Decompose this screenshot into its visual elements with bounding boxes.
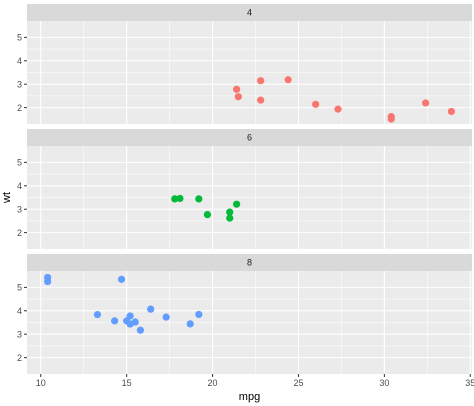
- data-point: [93, 310, 102, 319]
- y-tick-label: 2: [17, 103, 22, 113]
- x-tick-label: 10: [36, 378, 46, 388]
- facet-panel-6: 6: [27, 129, 472, 249]
- facet-strip: [27, 4, 472, 21]
- y-tick-label: 5: [17, 283, 22, 293]
- x-tick-label: 15: [122, 378, 132, 388]
- data-point: [162, 313, 170, 321]
- y-tick-label: 4: [17, 181, 22, 191]
- y-tick-label: 4: [17, 306, 22, 316]
- data-point: [257, 77, 265, 85]
- data-point: [171, 195, 179, 203]
- data-point: [233, 85, 241, 93]
- data-point: [387, 115, 395, 123]
- data-point: [117, 275, 126, 283]
- data-point: [147, 305, 155, 313]
- facet-panel-8: 8: [27, 254, 472, 374]
- series-4-points: [233, 76, 455, 123]
- data-point: [334, 105, 342, 113]
- x-tick-label: 35: [465, 378, 474, 388]
- data-point: [234, 93, 242, 101]
- facet-strip-label: 8: [247, 258, 252, 268]
- series-8-points: [44, 273, 203, 334]
- data-point: [422, 99, 430, 107]
- data-point: [203, 210, 212, 219]
- x-axis-title: mpg: [239, 391, 260, 403]
- y-tick-label: 5: [17, 33, 22, 43]
- x-tick-label: 20: [208, 378, 218, 388]
- data-point: [257, 96, 265, 104]
- data-point: [447, 107, 455, 116]
- facet-panels: 4 6 8: [27, 4, 472, 374]
- data-point: [44, 273, 52, 282]
- facet-strip: [27, 254, 472, 271]
- axes: 2 3 4 5 2 3 4 5 2 3 4 5 10 15 20 25 30 35: [17, 33, 474, 388]
- data-point: [195, 310, 203, 319]
- y-tick-label: 5: [17, 158, 22, 168]
- data-point: [123, 317, 131, 325]
- x-tick-label: 30: [379, 378, 389, 388]
- y-tick-label: 2: [17, 228, 22, 238]
- y-tick-label: 3: [17, 329, 22, 339]
- y-tick-label: 4: [17, 56, 22, 66]
- data-point: [312, 100, 320, 108]
- data-point: [111, 317, 119, 325]
- data-point: [226, 208, 234, 216]
- data-point: [226, 214, 234, 222]
- facet-strip-label: 4: [247, 8, 252, 18]
- data-point: [233, 200, 241, 208]
- facet-strip-label: 6: [247, 133, 252, 143]
- facet-panel-4: 4: [27, 4, 472, 124]
- series-6-points: [171, 194, 241, 222]
- y-tick-label: 3: [17, 79, 22, 89]
- data-point: [136, 326, 144, 334]
- y-tick-label: 3: [17, 204, 22, 214]
- x-tick-label: 25: [293, 378, 303, 388]
- data-point: [195, 195, 203, 203]
- data-point: [176, 194, 184, 203]
- facet-strip: [27, 129, 472, 146]
- data-point: [186, 320, 194, 328]
- y-tick-label: 2: [17, 353, 22, 363]
- data-point: [284, 76, 292, 84]
- y-axis-title: wt: [1, 192, 13, 204]
